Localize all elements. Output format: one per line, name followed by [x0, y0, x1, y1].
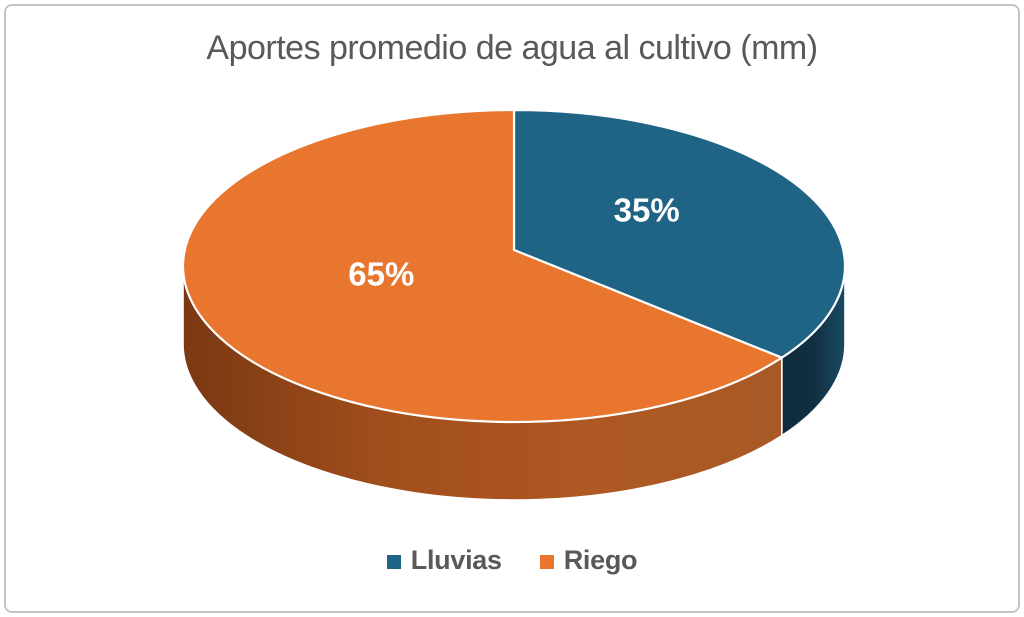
pie-slice-riego [181, 108, 783, 424]
legend-swatch-lluvias [386, 555, 401, 569]
chart-title: Aportes promedio de agua al cultivo (mm) [206, 29, 818, 67]
chart-legend: Lluvias Riego [0, 545, 1024, 576]
slice-label-lluvias: 35% [614, 192, 680, 229]
legend-swatch-riego [539, 555, 554, 569]
legend-label: Riego [563, 545, 638, 575]
legend-label: Lluvias [410, 545, 502, 575]
pie-slice-lluvias [512, 108, 847, 359]
legend-item-riego: Riego [539, 545, 638, 576]
legend-item-lluvias: Lluvias [386, 545, 502, 576]
slice-label-riego: 65% [348, 255, 414, 292]
